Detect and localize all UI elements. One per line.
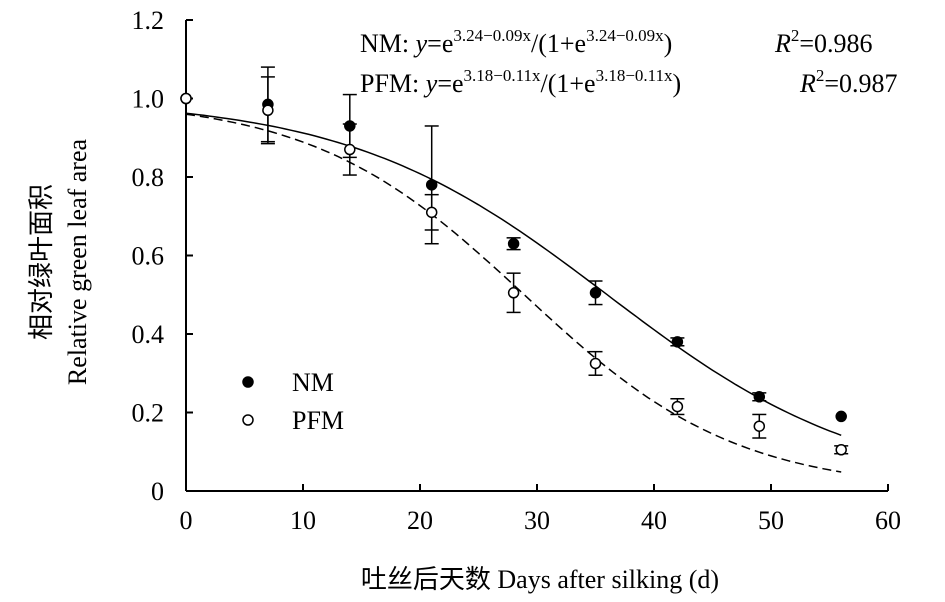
equation-pfm: PFM: y=e3.18−0.11x/(1+e3.18−0.11x) [360,66,681,98]
y-axis-label-en: Relative green leaf area [63,138,92,385]
point-pfm [425,206,438,219]
legend-marker-pfm [242,414,254,426]
point-pfm [671,400,684,413]
x-tick-label: 10 [290,506,316,535]
legend-label-pfm: PFM [292,406,344,435]
point-pfm [344,143,356,156]
x-tick-label: 0 [180,506,193,535]
x-tick-label: 30 [524,506,550,535]
y-tick-label: 0.8 [132,163,165,192]
legend-marker-nm [242,376,254,388]
data-points [180,66,849,456]
point-pfm [262,104,274,117]
point-nm [835,410,847,423]
point-nm [425,179,438,191]
point-nm [507,237,520,250]
x-tick-label: 20 [407,506,433,535]
point-pfm [180,92,192,105]
equations: NM: y=e3.24−0.09x/(1+e3.24−0.09x) R2=0.98… [360,26,898,98]
fit-curves [185,112,842,473]
y-axis-label-cn: 相对绿叶面积 [27,184,56,340]
y-tick-label: 0.2 [132,399,165,428]
x-axis-label: 吐丝后天数 Days after silking (d) [361,565,719,594]
x-tick-label: 60 [875,506,901,535]
point-nm [589,287,602,299]
point-nm [671,336,684,348]
fit-curve-nm [185,112,842,437]
point-pfm [589,357,602,370]
x-tick-label: 50 [758,506,784,535]
y-tick-label: 1.2 [132,6,165,35]
r-squared-pfm: R2=0.987 [799,66,898,98]
x-tick-label: 40 [641,506,667,535]
fit-curve-pfm [185,113,842,473]
axes: 0 10 20 30 40 50 60 0 0.2 0.4 0.6 0.8 1.0 1.2 [132,6,902,535]
legend: NM PFM [242,368,344,435]
point-pfm [753,420,766,432]
point-nm [753,391,766,403]
r-squared-nm: R2=0.986 [774,26,873,58]
equation-nm: NM: y=e3.24−0.09x/(1+e3.24−0.09x) [360,26,672,58]
y-tick-label: 0.6 [132,242,165,271]
legend-label-nm: NM [292,368,334,397]
point-pfm [507,287,520,299]
y-tick-label: 0 [151,477,164,506]
point-pfm [835,444,847,456]
y-tick-label: 0.4 [132,320,165,349]
y-tick-label: 1.0 [132,85,165,114]
